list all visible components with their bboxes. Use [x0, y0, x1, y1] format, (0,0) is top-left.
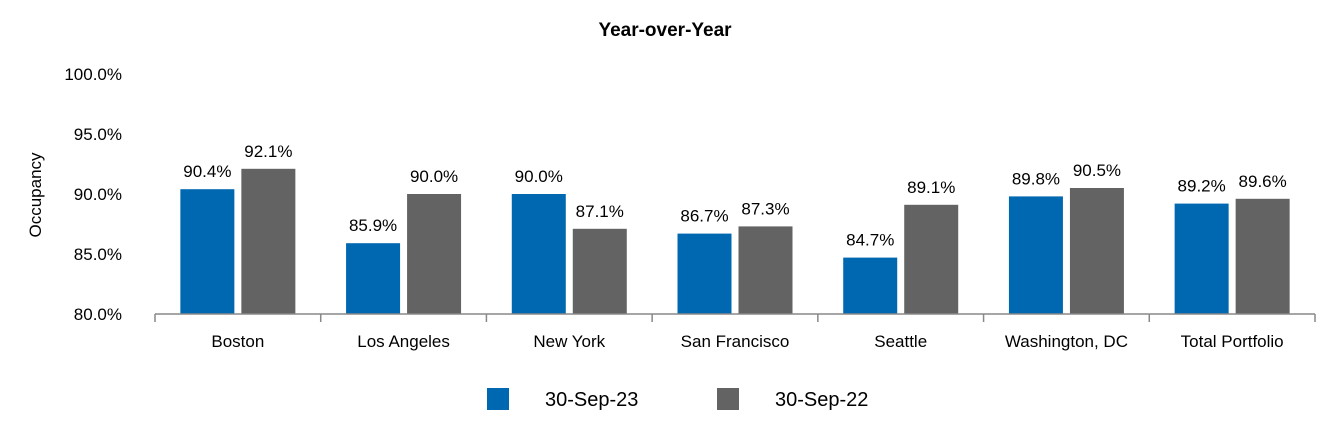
data-label: 92.1% — [244, 142, 292, 161]
legend-label: 30-Sep-22 — [775, 389, 868, 411]
y-axis-ticks: 80.0% 85.0% 90.0% 95.0% 100.0% — [64, 65, 122, 324]
category-label: Los Angeles — [357, 332, 450, 351]
bar-series-2 — [1069, 188, 1124, 314]
bar-series-1 — [677, 233, 732, 314]
y-tick-label: 95.0% — [74, 125, 122, 144]
data-labels-group: 90.4% 92.1% 85.9% 90.0% 90.0% 87.1% 86.7% 87.3%… — [183, 142, 1286, 250]
x-axis-ticks — [154, 314, 1316, 322]
category-label: Seattle — [874, 332, 927, 351]
bar-series-1 — [511, 194, 566, 314]
bar-series-2 — [241, 168, 296, 314]
category-label: Boston — [211, 332, 264, 351]
bar-series-2 — [1235, 198, 1290, 314]
category-label: Washington, DC — [1005, 332, 1128, 351]
data-label: 90.0% — [515, 167, 563, 186]
bar-series-group — [180, 168, 1290, 314]
legend-swatch — [717, 388, 739, 410]
data-label: 89.6% — [1239, 172, 1287, 191]
legend-label: 30-Sep-23 — [545, 389, 638, 411]
chart-title: Year-over-Year — [598, 20, 732, 41]
y-tick-label: 80.0% — [74, 305, 122, 324]
bar-series-1 — [843, 257, 898, 314]
category-label: New York — [533, 332, 605, 351]
data-label: 87.1% — [576, 202, 624, 221]
y-tick-label: 100.0% — [64, 65, 122, 84]
category-label: Total Portfolio — [1181, 332, 1284, 351]
data-label: 84.7% — [846, 231, 894, 250]
data-label: 87.3% — [741, 199, 789, 218]
legend-swatch — [487, 388, 509, 410]
y-axis-label: Occupancy — [26, 152, 45, 238]
bar-series-2 — [407, 194, 462, 314]
data-label: 90.4% — [183, 162, 231, 181]
bar-series-2 — [738, 226, 793, 314]
category-labels-group: Boston Los Angeles New York San Francisco Se… — [211, 332, 1283, 351]
data-label: 89.8% — [1012, 169, 1060, 188]
bar-series-1 — [1174, 203, 1229, 314]
data-label: 90.5% — [1073, 161, 1121, 180]
data-label: 85.9% — [349, 216, 397, 235]
bar-series-1 — [346, 243, 401, 314]
legend: 30-Sep-23 30-Sep-22 — [487, 388, 868, 411]
category-label: San Francisco — [681, 332, 790, 351]
data-label: 89.1% — [907, 178, 955, 197]
y-tick-label: 90.0% — [74, 185, 122, 204]
bar-series-2 — [904, 204, 959, 314]
data-label: 89.2% — [1178, 177, 1226, 196]
y-tick-label: 85.0% — [74, 245, 122, 264]
bar-series-2 — [572, 228, 627, 314]
bar-series-1 — [1008, 196, 1063, 314]
data-label: 86.7% — [680, 207, 728, 226]
data-label: 90.0% — [410, 167, 458, 186]
bar-series-1 — [180, 189, 235, 314]
